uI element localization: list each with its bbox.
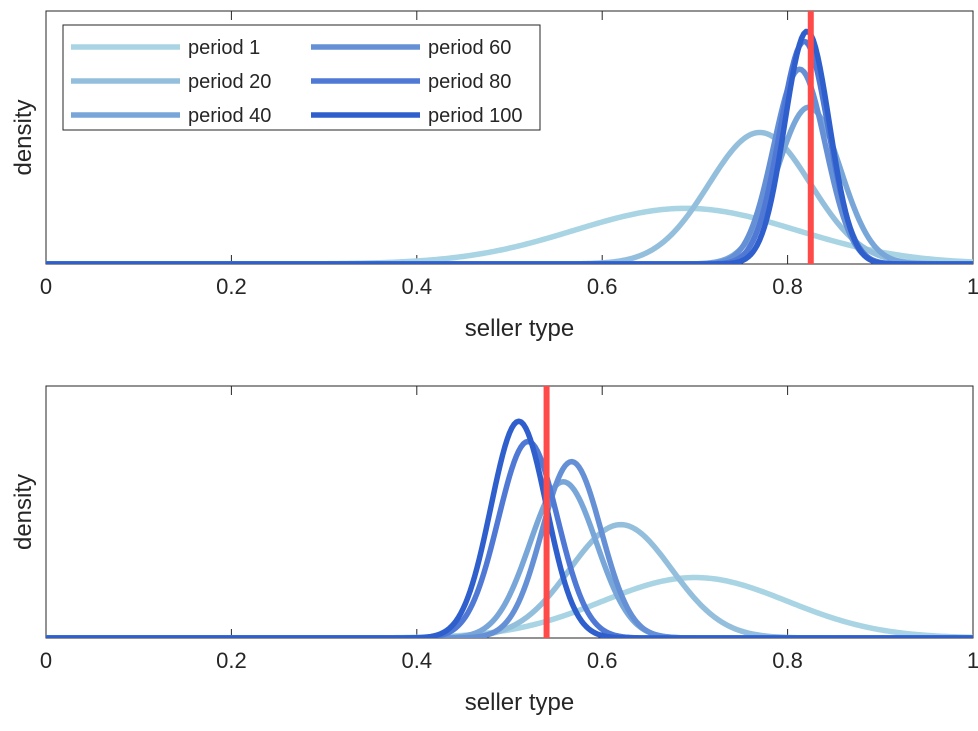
legend-label: period 100 — [428, 105, 523, 127]
x-tick-label: 0.8 — [772, 274, 803, 299]
density-line-period-80 — [46, 438, 973, 638]
x-tick-label: 1 — [967, 274, 978, 299]
x-tick-label: 0.2 — [216, 274, 247, 299]
density-line-period-100 — [46, 418, 973, 638]
density-line-period-60 — [46, 458, 973, 638]
y-axis-label: density — [10, 99, 37, 175]
plot-area — [46, 418, 973, 638]
x-tick-label: 0.4 — [402, 274, 433, 299]
legend-label: period 20 — [188, 71, 271, 93]
x-tick-label: 1 — [967, 648, 978, 673]
density-line-period-40 — [46, 479, 973, 638]
x-tick-label: 0.8 — [772, 648, 803, 673]
x-tick-label: 0 — [40, 274, 52, 299]
density-line-period-80 — [46, 38, 973, 264]
density-line-period-20 — [46, 129, 973, 264]
legend: period 1 period 20 period 40 period 60 perio… — [62, 24, 541, 131]
chart-panel-1: 0 0.2 0.4 0.6 0.8 1 seller type density period 1… — [10, 10, 978, 342]
plot-area — [46, 28, 973, 264]
x-tick-label: 0.2 — [216, 648, 247, 673]
y-axis-label: density — [10, 474, 37, 550]
x-tick-label: 0 — [40, 648, 52, 673]
x-tick-label: 0.6 — [587, 274, 618, 299]
legend-label: period 80 — [428, 71, 511, 93]
legend-label: period 60 — [428, 37, 511, 59]
x-axis-label: seller type — [465, 315, 574, 342]
density-line-period-100 — [46, 28, 973, 264]
x-axis-label: seller type — [465, 689, 574, 716]
legend-label: period 40 — [188, 105, 271, 127]
x-tick-label: 0.6 — [587, 648, 618, 673]
density-line-period-1 — [46, 205, 973, 264]
density-line-period-60 — [46, 66, 973, 264]
legend-label: period 1 — [188, 37, 260, 59]
x-tick-label: 0.4 — [402, 648, 433, 673]
chart-panel-2: 0 0.2 0.4 0.6 0.8 1 seller type density — [10, 385, 978, 716]
